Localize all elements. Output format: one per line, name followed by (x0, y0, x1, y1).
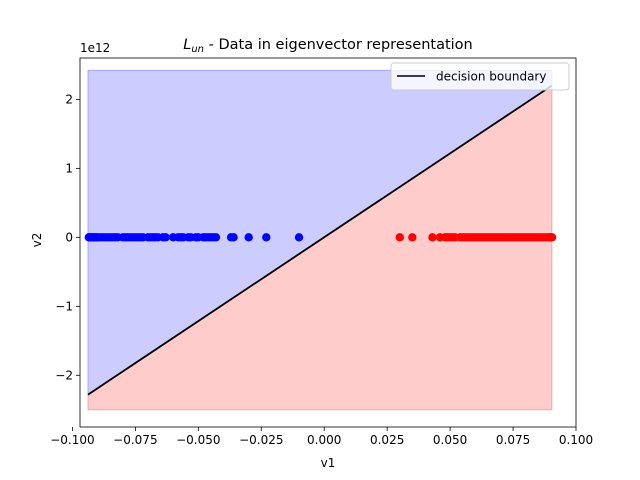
title-subscript: un (191, 44, 204, 55)
decision-boundary-line (87, 84, 553, 396)
red-data-point (428, 233, 437, 242)
blue-data-point (161, 233, 170, 242)
decision-boundary-group (87, 84, 553, 396)
red-data-point (408, 233, 417, 242)
red-data-point (547, 233, 557, 242)
legend: decision boundary (390, 62, 570, 91)
x-tick-label: −0.025 (239, 433, 283, 447)
chart-title: Lun - Data in eigenvector representation (183, 37, 473, 55)
legend-label: decision boundary (436, 70, 546, 84)
blue-data-point (294, 233, 304, 242)
title-rest: - Data in eigenvector representation (204, 37, 473, 53)
y-tick-label: 1 (65, 162, 73, 176)
x-tick-label: 0.075 (496, 433, 530, 447)
y-tick-label: −1 (55, 300, 73, 314)
title-main: L (183, 37, 191, 53)
blue-data-point (211, 233, 221, 242)
x-tick-label: −0.050 (176, 433, 220, 447)
y-tick-label: 2 (65, 93, 73, 107)
x-tick-label: −0.100 (50, 433, 94, 447)
blue-data-point (262, 233, 271, 242)
x-tick-label: 0.100 (559, 433, 593, 447)
blue-data-point (229, 233, 238, 242)
y-tick-label: −2 (55, 369, 73, 383)
y-tick-label: 0 (65, 231, 73, 245)
x-axis-label: v1 (321, 456, 336, 470)
decision-regions (87, 69, 553, 411)
legend-box (390, 62, 570, 91)
y-axis-ticks: −2 −1 0 1 2 (55, 93, 80, 383)
scatter-points (84, 233, 557, 242)
x-axis-ticks: −0.100 −0.075 −0.050 −0.025 0.000 0.025 0.050 0… (50, 427, 593, 447)
y-axis-label: v2 (30, 233, 44, 248)
red-data-point (395, 233, 404, 242)
x-tick-label: 0.050 (433, 433, 467, 447)
x-tick-label: 0.025 (370, 433, 404, 447)
y-axis-offset-label: 1e12 (80, 41, 110, 55)
x-tick-label: −0.075 (113, 433, 157, 447)
blue-data-point (244, 233, 253, 242)
x-tick-label: 0.000 (307, 433, 341, 447)
axes-frame (79, 57, 577, 428)
